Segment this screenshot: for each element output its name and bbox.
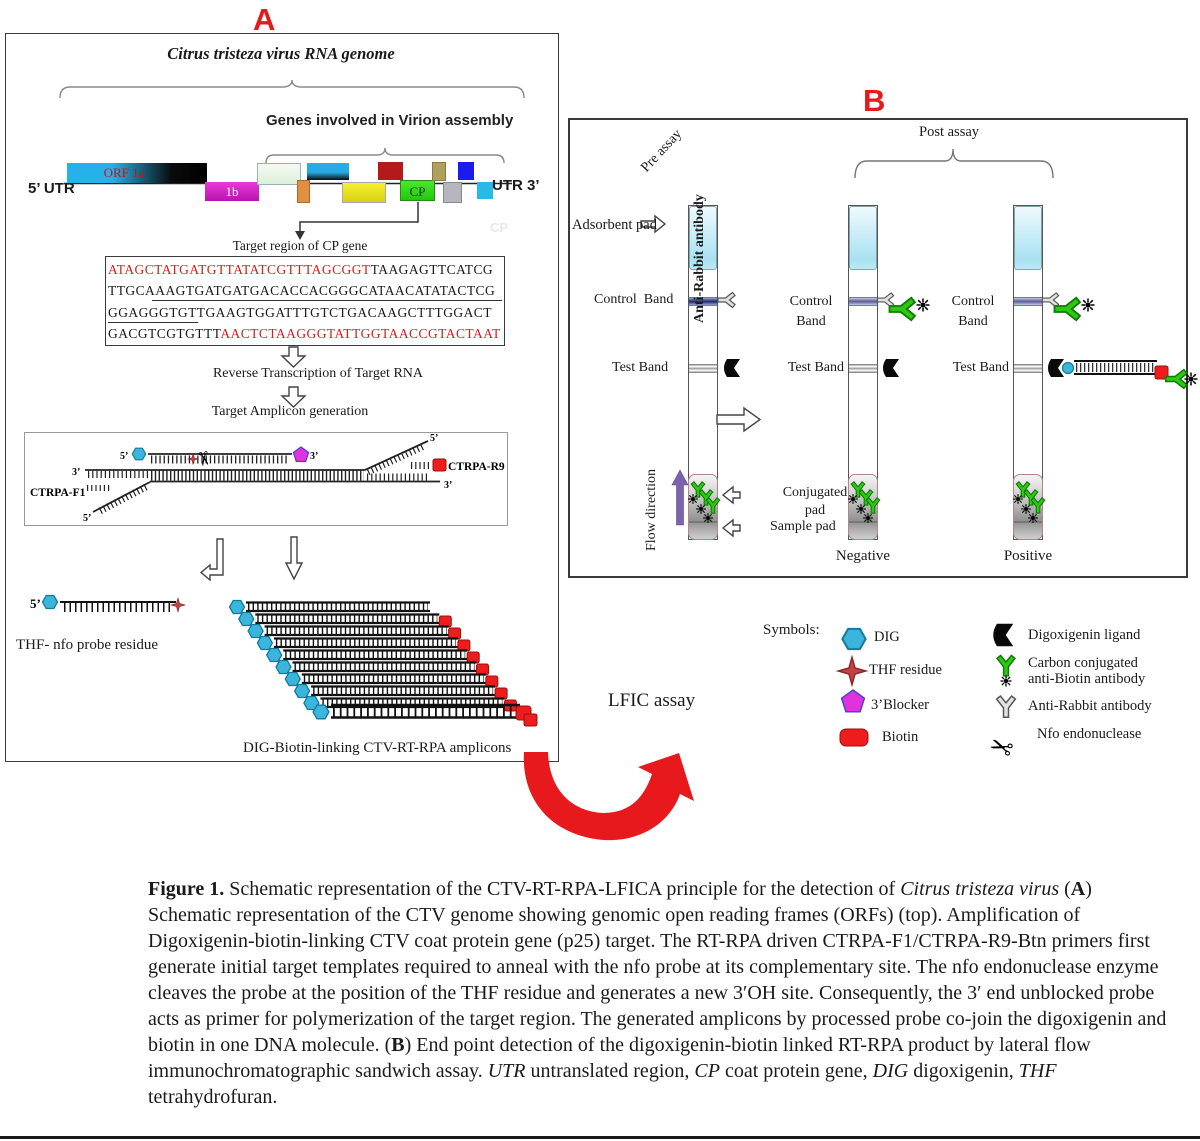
primer-diagram-box (24, 432, 508, 526)
figure-caption: Figure 1. Schematic representation of th… (148, 878, 1167, 1108)
cp-watermark: CP (490, 220, 509, 235)
control-band-label-3: Control Band (951, 294, 995, 329)
sequence-line-4: GACGTCGTGTTTAACTCTAAGGGTATTGGTAACCGTACTA… (108, 325, 501, 341)
negative-label: Negative (835, 548, 891, 564)
adsorbent-pad-3 (1014, 206, 1042, 270)
sequence-line-1: ATAGCTATGATGTTATATCGTTTAGCGGTTAAGAGTTCAT… (108, 262, 494, 277)
utr3-label: UTR 3’ (492, 177, 540, 194)
legend-biotin: Biotin (882, 729, 919, 745)
virion-assembly-label: Genes involved in Virion assembly (266, 112, 514, 129)
gene-box-darkred (378, 162, 403, 180)
primer-underline-1 (152, 300, 502, 302)
adsorbent-pad-1 (689, 206, 717, 270)
gene-box-gray (443, 182, 462, 203)
panel-a-title: Citrus tristeza virus RNA genome (167, 44, 395, 63)
legend-ligand: Digoxigenin ligand (1028, 627, 1141, 643)
utr5-label: 5’ UTR (28, 180, 75, 197)
control-band-label-2: Control Band (789, 294, 833, 329)
control-band-label-1: Control Band (594, 292, 674, 307)
test-band-label-1: Test Band (612, 360, 669, 375)
step-amplicon-label: Target Amplicon generation (211, 404, 369, 419)
test-band-label-2: Test Band (787, 360, 844, 375)
test-band-3 (1014, 364, 1042, 373)
amplicons-label: DIG-Biotin-linking CTV-RT-RPA amplicons (243, 740, 512, 756)
anti-rabbit-vertical-label: Anti-Rabbit antibody (692, 194, 707, 323)
legend-blocker: 3’Blocker (871, 697, 929, 713)
carbon-particle-icon (999, 674, 1013, 688)
test-band-label-3: Test Band (952, 360, 1009, 375)
blocker-pentagon-icon (840, 689, 866, 713)
dig-hexagon-icon (841, 627, 867, 651)
primer-underline-2 (108, 321, 198, 323)
digoxigenin-ligand-icon (993, 623, 1014, 647)
step-rt-label: Reverse Transcription of Target RNA (212, 366, 424, 381)
strip-positive (1013, 205, 1043, 540)
gene-box-tan (432, 162, 446, 181)
conjugate-sample-pad-1 (688, 474, 718, 540)
gene-box-blue (458, 162, 474, 180)
gene-box-yellow (342, 182, 386, 203)
biotin-icon (839, 728, 869, 747)
target-region-label: Target region of CP gene (232, 238, 368, 253)
legend-thf: THF residue (869, 662, 942, 678)
control-band-1 (689, 297, 717, 306)
gene-box-orange (297, 180, 310, 203)
control-band-2 (849, 297, 877, 306)
gene-box-cyan2 (477, 182, 493, 199)
panel-b-box (568, 118, 1188, 578)
anti-rabbit-antibody-icon (995, 695, 1017, 718)
positive-label: Positive (1003, 548, 1053, 564)
red-curved-arrow (523, 752, 694, 841)
gene-orf1b: 1b (205, 182, 259, 201)
thf-star-icon (837, 656, 867, 686)
legend-nfo: Nfo endonuclease (1037, 726, 1142, 742)
gene-box-mint (257, 163, 301, 185)
caption-figure-number: Figure 1. (148, 878, 225, 900)
sample-pad-label: Sample pad (770, 519, 836, 534)
test-band-1 (689, 364, 717, 373)
bottom-rule (0, 1136, 1200, 1139)
legend-carbon-conjugated: Carbon conjugated anti-Biotin antibody (1028, 655, 1146, 687)
lfic-assay-label: LFIC assay (608, 690, 696, 711)
adsorbent-pad-2 (849, 206, 877, 270)
scissors-icon: ✂ (985, 727, 1018, 766)
sequence-line-3: GGAGGGTGTTGAAGTGGATTTGTCTGACAAGCTTTGGACT (108, 304, 492, 320)
panel-b-label: B (863, 83, 886, 118)
symbols-title: Symbols: (763, 622, 820, 638)
thf-probe-residue-label: THF- nfo probe residue (16, 637, 159, 653)
control-band-3 (1014, 297, 1042, 306)
flow-direction-label: Flow direction (644, 468, 659, 551)
strip-pre-assay (688, 205, 718, 540)
test-band-2 (849, 364, 877, 373)
gene-cp: CP (400, 180, 435, 201)
conjugate-sample-pad-3 (1013, 474, 1043, 540)
legend-anti-rabbit: Anti-Rabbit antibody (1028, 698, 1152, 714)
conjugated-pad-label: Conjugated pad (782, 485, 848, 518)
gene-box-cyan-black (307, 163, 349, 180)
anti-biotin-antibody-icon (996, 654, 1016, 677)
legend-dig: DIG (874, 629, 900, 645)
gene-orf1a: ORF 1a (67, 163, 207, 183)
sequence-line-2: TTGCAAAGTGATGATGACACCACGGGCATAACATATACTC… (108, 283, 496, 299)
adsorbent-pad-label: Adsorbent pad (572, 217, 657, 233)
cp-gene-sequence: ATAGCTATGATGTTATATCGTTTAGCGGTTAAGAGTTCAT… (108, 259, 502, 344)
panel-a-label: A (253, 2, 276, 37)
post-assay-label: Post assay (919, 124, 980, 140)
